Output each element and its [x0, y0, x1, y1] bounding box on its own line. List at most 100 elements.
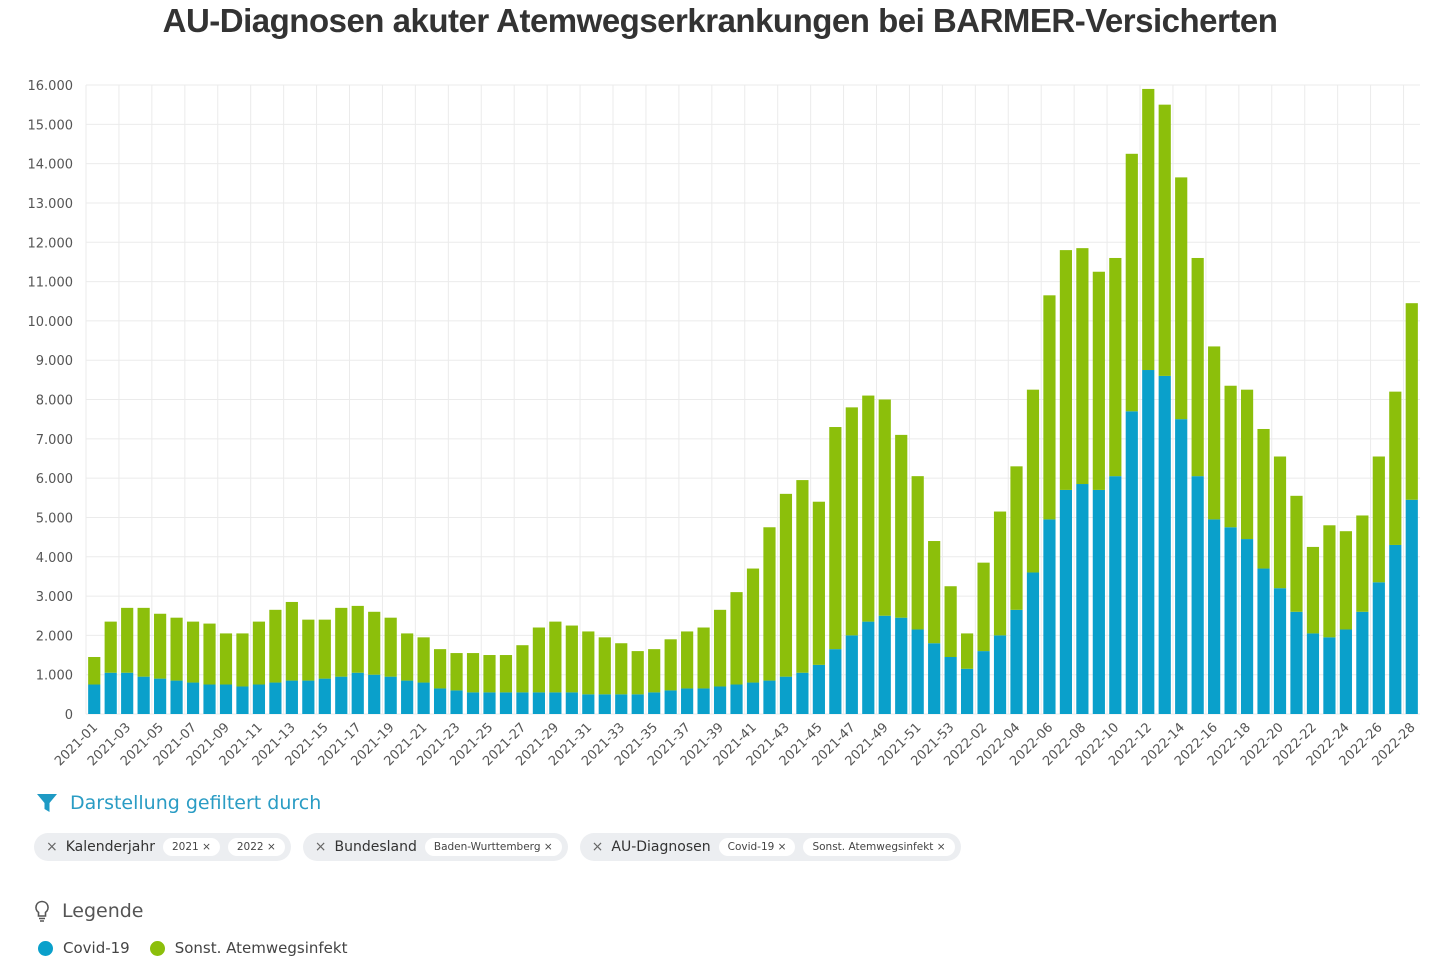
- legend-item-sonst-atemwegsinfekt[interactable]: Sonst. Atemwegsinfekt: [149, 939, 348, 957]
- bar-covid-19: [1208, 519, 1221, 714]
- bar-sonst-atemwegsinfekt: [681, 631, 694, 689]
- bar-sonst-atemwegsinfekt: [598, 637, 611, 695]
- legend-label: Sonst. Atemwegsinfekt: [174, 939, 348, 957]
- bar-covid-19: [483, 692, 496, 714]
- bar-covid-19: [1158, 375, 1171, 714]
- bar-sonst-atemwegsinfekt: [318, 619, 331, 679]
- bar-sonst-atemwegsinfekt: [137, 607, 150, 677]
- legend-swatch: [149, 940, 165, 956]
- filter-label: Kalenderjahr: [65, 839, 155, 855]
- y-tick-label: 11.000: [28, 276, 74, 291]
- bar-covid-19: [104, 672, 117, 714]
- bar-covid-19: [1389, 544, 1402, 714]
- bar-covid-19: [1306, 633, 1320, 714]
- bar-covid-19: [1339, 629, 1352, 714]
- bar-sonst-atemwegsinfekt: [104, 621, 117, 673]
- bar-sonst-atemwegsinfekt: [1125, 153, 1138, 412]
- bar-sonst-atemwegsinfekt: [829, 427, 842, 650]
- bar-sonst-atemwegsinfekt: [1372, 456, 1385, 583]
- bar-covid-19: [1092, 489, 1105, 714]
- bar-sonst-atemwegsinfekt: [154, 613, 167, 679]
- bar-sonst-atemwegsinfekt: [746, 568, 760, 683]
- legend-label: Covid-19: [63, 939, 130, 957]
- bar-covid-19: [1257, 568, 1270, 714]
- bar-covid-19: [862, 621, 875, 714]
- y-tick-label: 5.000: [36, 511, 73, 526]
- bar-covid-19: [779, 676, 793, 714]
- remove-filter-icon[interactable]: ×: [591, 839, 604, 855]
- bar-covid-19: [450, 690, 463, 714]
- bar-covid-19: [1109, 476, 1122, 714]
- y-tick-label: 7.000: [36, 433, 73, 448]
- bar-sonst-atemwegsinfekt: [121, 607, 134, 673]
- bar-sonst-atemwegsinfekt: [466, 653, 480, 693]
- y-tick-label: 9.000: [36, 354, 73, 369]
- bar-sonst-atemwegsinfekt: [565, 625, 578, 693]
- bar-covid-19: [335, 676, 348, 714]
- bar-sonst-atemwegsinfekt: [615, 643, 628, 695]
- filter-value-sonst-atemwegsinfekt[interactable]: Sonst. Atemwegsinfekt ×: [803, 838, 955, 856]
- bar-sonst-atemwegsinfekt: [433, 649, 447, 689]
- bar-covid-19: [302, 680, 315, 714]
- filter-value-2021[interactable]: 2021 ×: [162, 838, 220, 856]
- remove-filter-icon[interactable]: ×: [314, 839, 327, 855]
- bar-sonst-atemwegsinfekt: [351, 605, 364, 673]
- bar-covid-19: [796, 672, 809, 714]
- bar-sonst-atemwegsinfekt: [285, 601, 298, 681]
- bar-covid-19: [121, 672, 134, 714]
- remove-filter-icon[interactable]: ×: [46, 839, 58, 855]
- bar-covid-19: [1405, 499, 1418, 714]
- filter-value-covid-19[interactable]: Covid-19 ×: [718, 838, 796, 856]
- filter-value-baden-wurttemberg[interactable]: Baden-Wurttemberg ×: [424, 838, 562, 856]
- bar-covid-19: [252, 684, 266, 714]
- filter-value-2022[interactable]: 2022 ×: [227, 838, 285, 856]
- bar-sonst-atemwegsinfekt: [516, 645, 529, 693]
- legend-swatch: [38, 940, 53, 956]
- bar-sonst-atemwegsinfekt: [88, 656, 101, 685]
- legend-item-covid-19[interactable]: Covid-19: [38, 939, 130, 957]
- bar-sonst-atemwegsinfekt: [878, 399, 891, 616]
- filter-chip-bundesland: × Bundesland Baden-Wurttemberg ×: [302, 833, 568, 861]
- lightbulb-icon: [35, 900, 49, 922]
- bar-covid-19: [137, 676, 150, 714]
- bar-covid-19: [1191, 476, 1204, 714]
- stacked-bar-chart: 0 1.000 2.000 3.000 4.000 5.000 6.000 7.000 8.00…: [28, 79, 1420, 769]
- bar-sonst-atemwegsinfekt: [631, 651, 644, 695]
- bar-covid-19: [384, 676, 397, 714]
- bar-sonst-atemwegsinfekt: [977, 562, 990, 652]
- bar-sonst-atemwegsinfekt: [384, 617, 397, 677]
- bar-covid-19: [236, 686, 249, 714]
- bar-covid-19: [631, 694, 644, 714]
- y-tick-label: 13.000: [28, 197, 74, 212]
- bar-covid-19: [516, 692, 529, 714]
- legend-heading: Legende: [34, 900, 143, 922]
- bar-covid-19: [730, 684, 743, 714]
- bar-covid-19: [1010, 609, 1023, 714]
- y-tick-label: 0: [65, 708, 73, 723]
- bar-covid-19: [746, 682, 760, 714]
- y-tick-label: 2.000: [36, 629, 73, 644]
- bar-sonst-atemwegsinfekt: [450, 653, 463, 691]
- bar-covid-19: [1043, 519, 1056, 714]
- y-tick-label: 10.000: [28, 315, 74, 330]
- bar-covid-19: [1240, 539, 1254, 714]
- bar-sonst-atemwegsinfekt: [1389, 391, 1402, 545]
- bar-covid-19: [1142, 370, 1155, 714]
- bar-sonst-atemwegsinfekt: [1208, 346, 1221, 520]
- bar-sonst-atemwegsinfekt: [993, 511, 1007, 636]
- bar-sonst-atemwegsinfekt: [368, 611, 381, 675]
- bar-sonst-atemwegsinfekt: [763, 527, 776, 681]
- bar-sonst-atemwegsinfekt: [1257, 428, 1270, 569]
- bar-sonst-atemwegsinfekt: [236, 633, 249, 687]
- bar-sonst-atemwegsinfekt: [845, 407, 858, 636]
- bar-sonst-atemwegsinfekt: [944, 586, 957, 657]
- bar-sonst-atemwegsinfekt: [1306, 546, 1320, 634]
- bar-sonst-atemwegsinfekt: [549, 621, 562, 693]
- legend: Covid-19 Sonst. Atemwegsinfekt: [38, 939, 347, 957]
- bar-sonst-atemwegsinfekt: [1092, 271, 1105, 490]
- bar-sonst-atemwegsinfekt: [796, 480, 809, 673]
- bar-sonst-atemwegsinfekt: [697, 627, 710, 689]
- bar-sonst-atemwegsinfekt: [730, 592, 743, 685]
- bar-covid-19: [1323, 637, 1336, 714]
- bar-sonst-atemwegsinfekt: [1109, 257, 1122, 477]
